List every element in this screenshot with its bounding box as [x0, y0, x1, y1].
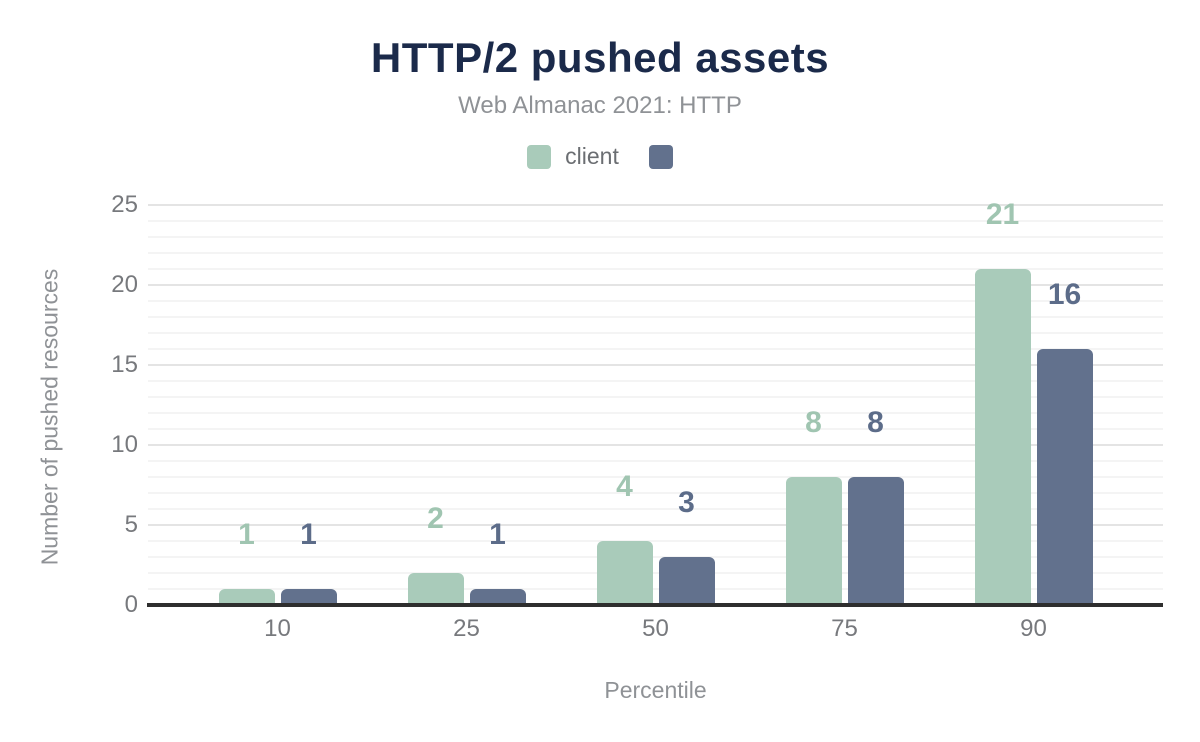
x-tick-label: 10	[264, 615, 291, 642]
gridline-major	[148, 444, 1163, 446]
bar-value-label: 21	[985, 198, 1020, 231]
y-tick-label: 15	[111, 351, 138, 378]
bar-client-p75[interactable]	[785, 477, 842, 605]
x-tick-label: 50	[642, 615, 669, 642]
bar-value-label: 8	[867, 406, 884, 439]
gridline-minor	[148, 236, 1163, 238]
bar-value-label: 3	[678, 486, 695, 519]
gridline-minor	[148, 252, 1163, 254]
gridline-minor	[148, 540, 1163, 542]
bar-value-label: 8	[805, 406, 822, 439]
gridline-minor	[148, 492, 1163, 494]
legend-label: client	[565, 143, 619, 169]
gridline-minor	[148, 380, 1163, 382]
bar-client-p90[interactable]	[974, 269, 1031, 605]
gridline-minor	[148, 572, 1163, 574]
bar-value-label: 1	[300, 518, 317, 551]
y-axis-title-text: Number of pushed resources	[36, 268, 63, 566]
x-tick-label: 90	[1020, 615, 1047, 642]
gridline-major	[148, 204, 1163, 206]
bar-value-label: 1	[489, 518, 506, 551]
legend-swatch	[527, 144, 552, 169]
gridline-minor	[148, 348, 1163, 350]
gridline-minor	[148, 396, 1163, 398]
gridline-minor	[148, 268, 1163, 270]
legend: client	[0, 143, 1200, 170]
bar-series-2-p50[interactable]	[658, 557, 715, 605]
gridline-minor	[148, 300, 1163, 302]
legend-swatch	[648, 144, 673, 169]
y-tick-label: 10	[111, 431, 138, 458]
bar-value-label: 4	[616, 470, 633, 503]
gridline-minor	[148, 428, 1163, 430]
y-axis-tick-labels: 0 5 10 15 20 25	[0, 191, 138, 618]
x-tick-label: 25	[453, 615, 480, 642]
y-tick-label: 20	[111, 271, 138, 298]
gridline-minor	[148, 220, 1163, 222]
y-tick-label: 25	[111, 191, 138, 218]
legend-item-series-2[interactable]	[648, 144, 673, 169]
bar-value-label: 2	[427, 502, 444, 535]
plot-area: 1 1 2 1 4 3 8 8 21 16	[148, 199, 1163, 605]
x-tick-label: 75	[831, 615, 858, 642]
x-axis-line	[147, 603, 1163, 607]
bar-client-p25[interactable]	[407, 573, 464, 605]
bar-series-2-p25[interactable]	[469, 589, 526, 605]
bar-client-p50[interactable]	[596, 541, 653, 605]
gridline-minor	[148, 316, 1163, 318]
gridline-minor	[148, 508, 1163, 510]
bar-value-label: 1	[238, 518, 255, 551]
chart-title: HTTP/2 pushed assets	[370, 34, 830, 81]
bar-client-p10[interactable]	[218, 589, 275, 605]
gridline-major	[148, 284, 1163, 286]
gridline-minor	[148, 556, 1163, 558]
gridline-minor	[148, 588, 1163, 590]
x-axis-tick-labels: 10 25 50 75 90	[148, 615, 1163, 645]
gridline-minor	[148, 460, 1163, 462]
bar-series-2-p75[interactable]	[847, 477, 904, 605]
chart-subtitle: Web Almanac 2021: HTTP	[458, 92, 742, 119]
bar-value-label: 16	[1047, 278, 1082, 311]
gridline-major	[148, 364, 1163, 366]
bar-series-2-p90[interactable]	[1036, 349, 1093, 605]
y-tick-label: 5	[124, 511, 138, 538]
x-axis-title: Percentile	[604, 677, 707, 703]
gridline-major	[148, 524, 1163, 526]
gridline-minor	[148, 332, 1163, 334]
gridline-minor	[148, 412, 1163, 414]
gridline-minor	[148, 476, 1163, 478]
bar-series-2-p10[interactable]	[280, 589, 337, 605]
legend-item-client[interactable]: client	[527, 143, 619, 170]
y-tick-label: 0	[124, 591, 138, 618]
